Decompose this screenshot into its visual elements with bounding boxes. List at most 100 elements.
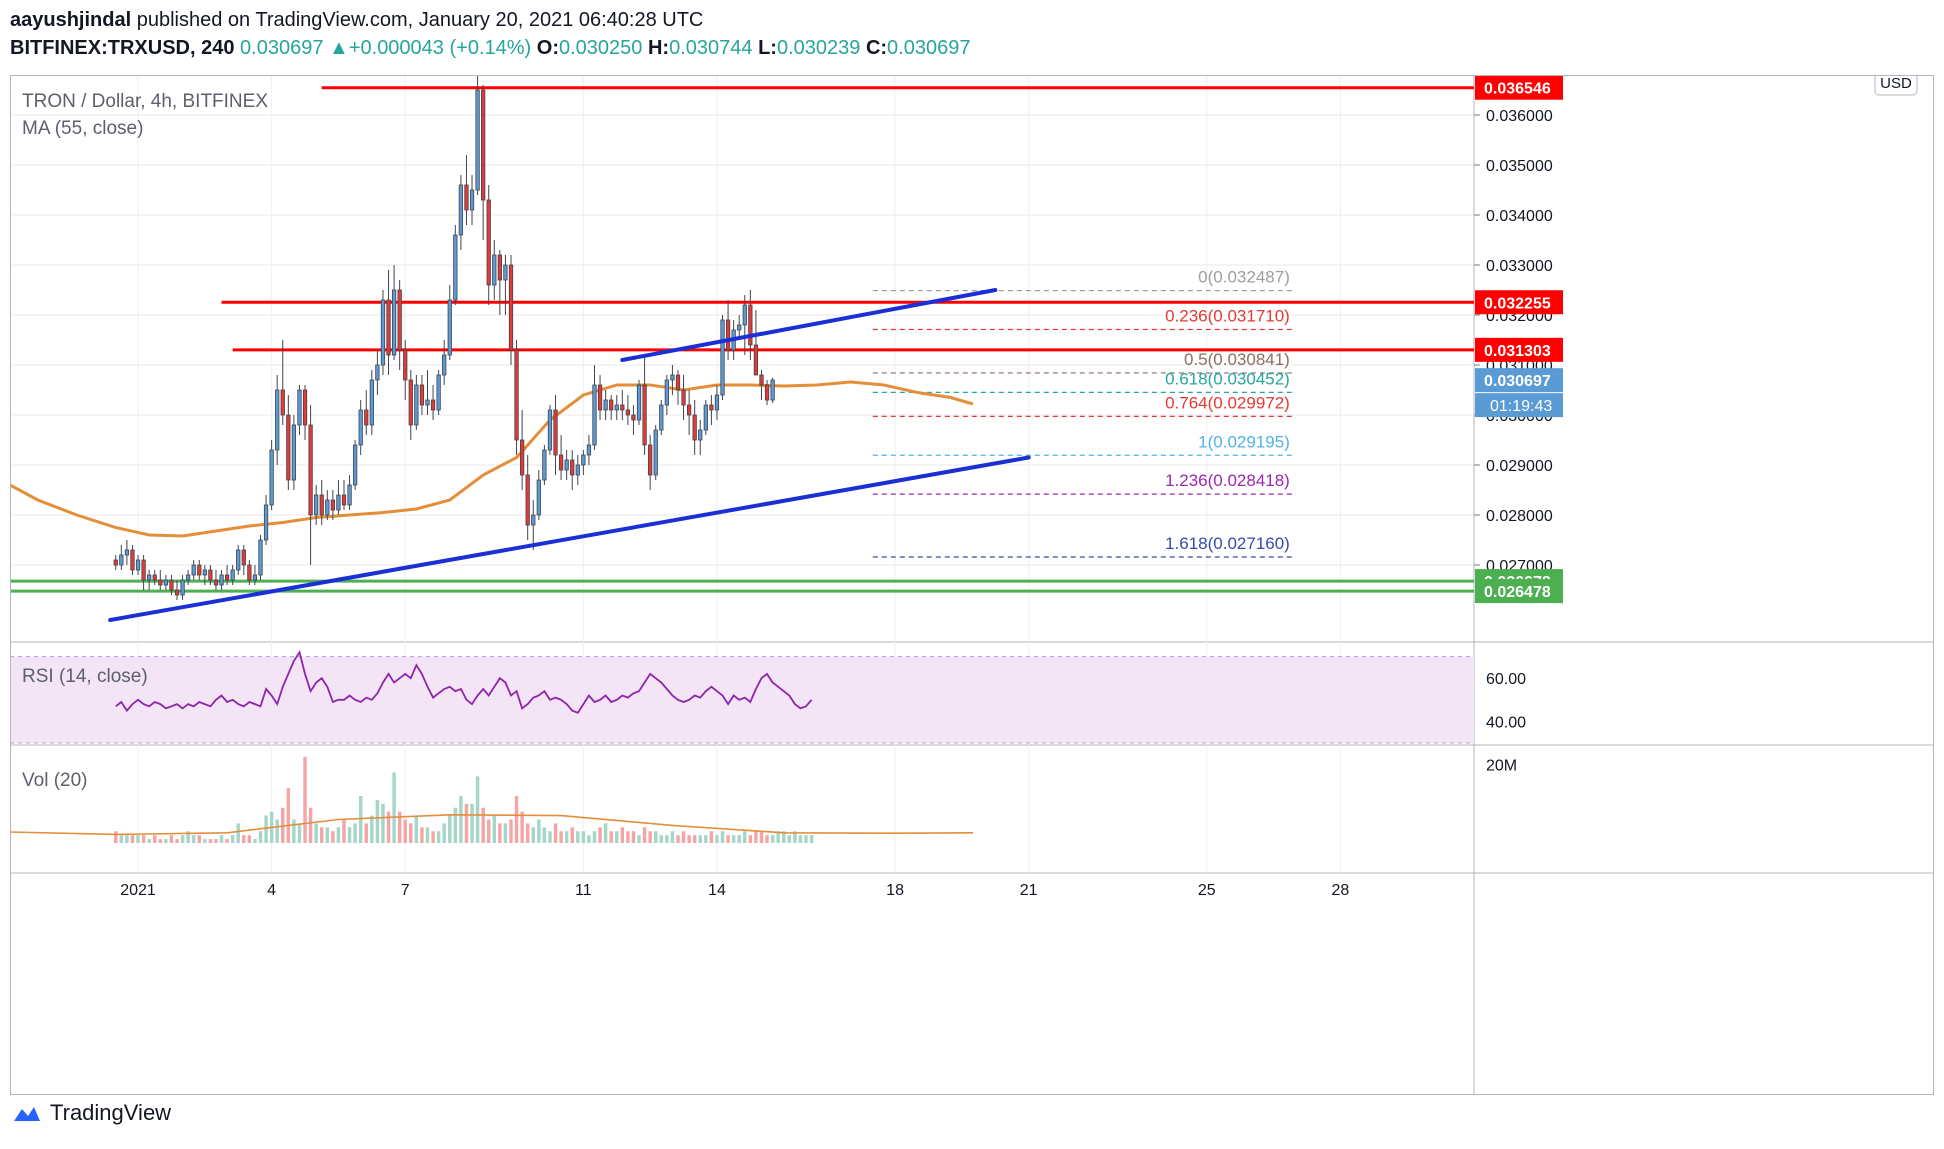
ma-legend: MA (55, close) — [22, 118, 143, 139]
publisher-name[interactable]: aayushjindal — [10, 9, 132, 31]
volume-bar — [525, 823, 530, 843]
volume-bar — [798, 835, 803, 843]
price-marker: 0.030697 — [1475, 368, 1563, 393]
candle — [698, 420, 703, 455]
volume-bar — [548, 831, 552, 843]
candle — [163, 575, 168, 590]
candle-body — [447, 299, 452, 356]
candle-body — [263, 504, 269, 541]
tradingview-logo-icon — [14, 1107, 40, 1121]
candle-body — [514, 349, 519, 441]
volume-bar — [520, 811, 524, 843]
symbol-label: BITFINEX:TRXUSD, 240 — [10, 37, 235, 59]
price-marker-label: 0.036546 — [1484, 81, 1551, 98]
candle-body — [531, 514, 536, 526]
candle — [586, 435, 592, 465]
volume-bar — [564, 831, 569, 843]
volume-bar — [331, 831, 335, 843]
price-marker-bg — [1475, 290, 1563, 315]
volume-bar — [392, 772, 396, 843]
footer-branding[interactable]: TradingView — [12, 1100, 171, 1126]
candle-body — [703, 404, 708, 431]
candle — [174, 580, 180, 600]
candle-body — [464, 184, 469, 211]
candle — [709, 395, 714, 425]
volume-bar — [358, 795, 363, 843]
candle — [124, 540, 130, 565]
volume-bar — [665, 835, 669, 843]
candle — [419, 375, 425, 415]
fibonacci-levels: 0(0.032487)0.236(0.031710)0.5(0.030841)0… — [872, 268, 1296, 558]
candle-body — [291, 424, 297, 481]
candle — [247, 560, 252, 585]
candle-body — [169, 579, 174, 591]
trendlines[interactable] — [108, 288, 1031, 622]
candle-body — [147, 574, 152, 581]
volume-bar — [481, 807, 485, 843]
volume-bar — [776, 831, 780, 843]
candle-body — [375, 364, 380, 381]
volume-bar — [587, 835, 591, 843]
candle — [380, 290, 386, 375]
price-marker-bg — [1475, 579, 1563, 604]
vol-legend: Vol (20) — [22, 770, 87, 791]
high-label: H: — [647, 37, 670, 59]
volume-bar — [514, 795, 519, 843]
volume-bar — [709, 831, 714, 843]
volume-bar — [264, 815, 268, 843]
volume-bar — [542, 827, 547, 843]
candle-body — [664, 379, 669, 406]
candle — [553, 395, 558, 475]
candle-body — [219, 574, 224, 586]
volume-bar — [676, 835, 680, 843]
volume-bar — [386, 811, 391, 843]
candle — [564, 450, 569, 480]
volume-bar — [570, 827, 574, 843]
time-axis[interactable]: 2021 4 7 11 14 18 21 25 28 — [120, 882, 1349, 899]
candle-body — [341, 494, 347, 506]
chart-header: aayushjindal published on TradingView.co… — [10, 6, 970, 62]
candle-body — [408, 379, 413, 426]
candle-body — [275, 389, 280, 451]
volume-bar — [531, 827, 535, 843]
candle-body — [141, 559, 146, 581]
volume-bar — [698, 835, 702, 843]
countdown-label: 01:19:43 — [1490, 398, 1552, 415]
candle — [519, 410, 525, 490]
candle-body — [536, 479, 541, 516]
volume-bar — [175, 839, 179, 843]
volume-bar — [809, 835, 814, 843]
chart-canvas[interactable]: 0(0.032487)0.236(0.031710)0.5(0.030841)0… — [10, 75, 1934, 1095]
volume-bar — [670, 831, 675, 843]
volume-bar — [191, 835, 196, 843]
ma55-line — [10, 380, 974, 538]
time-tick-label: 4 — [267, 882, 276, 899]
candle — [375, 350, 380, 395]
price-marker: 0.032255 — [1475, 290, 1563, 315]
candle — [219, 570, 224, 590]
candle-body — [564, 459, 569, 471]
price-axis[interactable]: 0.0270000.0280000.0290000.0300000.031000… — [1474, 75, 1563, 604]
volume-bar — [731, 835, 736, 843]
volume-bar — [153, 835, 157, 843]
candle-body — [547, 409, 553, 451]
volume-bar — [704, 835, 708, 843]
candle-body — [224, 574, 230, 581]
low-label: L: — [758, 37, 777, 59]
price-marker-bg — [1475, 75, 1563, 100]
candle — [369, 370, 374, 435]
candle — [202, 565, 207, 585]
volume-bar — [286, 788, 291, 843]
candle — [197, 560, 202, 580]
volume-bar — [125, 835, 129, 843]
candle — [692, 400, 697, 455]
currency-button[interactable]: USD — [1874, 75, 1918, 96]
close-value: 0.030697 — [887, 37, 971, 59]
candle — [748, 290, 753, 360]
volume-bar — [765, 835, 769, 843]
candle — [336, 480, 341, 515]
candle-body — [581, 454, 586, 466]
time-tick-label: 2021 — [120, 882, 156, 899]
time-tick-label: 21 — [1020, 882, 1038, 899]
candle-body — [358, 409, 363, 446]
